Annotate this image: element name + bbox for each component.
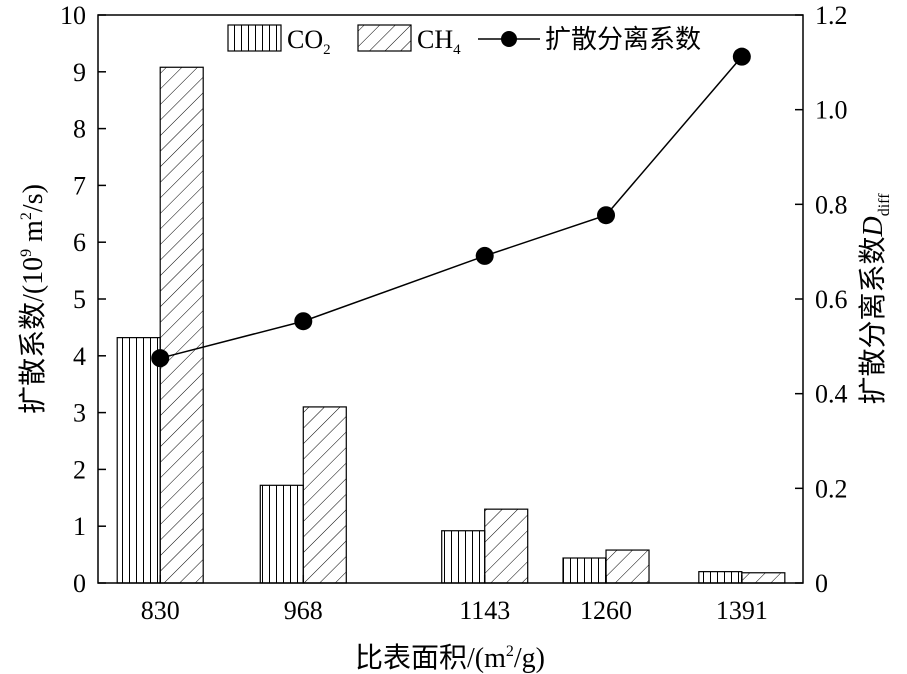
y-axis-left-title: 扩散系数/(109 m2/s) <box>17 184 49 414</box>
legend: CO2 CH4 扩散分离系数 <box>227 24 701 58</box>
y-left-tick-label: 4 <box>73 342 86 371</box>
y-left-tick-label: 3 <box>73 399 86 428</box>
legend-marker-sample <box>501 31 517 47</box>
point-separation-1391 <box>732 47 751 66</box>
y-right-tick-label: 0.4 <box>815 380 848 409</box>
y-left-tick-label: 10 <box>60 1 86 30</box>
y-right-tick-label: 0 <box>815 569 828 598</box>
bar-ch4-1143 <box>484 508 529 584</box>
x-tick-label: 1260 <box>580 596 632 625</box>
y-left-tick-label: 9 <box>73 58 86 87</box>
bar-ch4-830 <box>159 66 204 584</box>
bar-co2-1260 <box>562 557 607 584</box>
y-right-tick-label: 0.6 <box>815 285 848 314</box>
bars-group <box>116 66 786 584</box>
line-separation-coefficient <box>160 56 743 359</box>
y-right-tick-label: 0.2 <box>815 474 848 503</box>
legend-swatch-co2 <box>227 24 282 52</box>
y-left-tick-label: 5 <box>73 285 86 314</box>
y-left-tick-label: 1 <box>73 512 86 541</box>
point-separation-968 <box>294 312 313 331</box>
y-left-tick-label: 7 <box>73 171 86 200</box>
x-tick-label: 968 <box>284 596 323 625</box>
y-right-tick-label: 1.0 <box>815 96 848 125</box>
point-separation-1143 <box>475 246 494 265</box>
y-right-tick-label: 0.8 <box>815 190 848 219</box>
point-separation-830 <box>151 349 170 368</box>
y-left-tick-label: 0 <box>73 569 86 598</box>
bar-co2-968 <box>259 484 304 584</box>
legend-label-ch4: CH4 <box>417 25 461 58</box>
y-left-tick-label: 8 <box>73 115 86 144</box>
y-right-tick-label: 1.2 <box>815 1 848 30</box>
x-tick-label: 1143 <box>459 596 510 625</box>
legend-label-separation: 扩散分离系数 <box>545 25 701 54</box>
axes-group: 0 1 2 3 4 5 6 7 8 9 10 0 0.2 0.4 0.6 0.8 1.0 1.2 830 968 114… <box>60 1 848 625</box>
line-series-group <box>151 47 751 368</box>
x-axis-title: 比表面积/(m2/g) <box>355 642 545 674</box>
point-separation-1260 <box>597 206 616 225</box>
bar-ch4-1391 <box>741 572 786 584</box>
y-left-tick-label: 2 <box>73 455 86 484</box>
x-tick-label: 1391 <box>716 596 768 625</box>
bar-co2-1143 <box>441 530 486 584</box>
bar-co2-1391 <box>698 571 743 584</box>
bar-co2-830 <box>116 337 161 584</box>
bar-ch4-968 <box>302 406 347 584</box>
bar-ch4-1260 <box>605 549 650 584</box>
legend-swatch-ch4 <box>357 24 412 52</box>
x-tick-label: 830 <box>141 596 180 625</box>
y-left-tick-label: 6 <box>73 228 86 257</box>
y-axis-right-title: 扩散分离系数Ddiff <box>857 193 893 405</box>
legend-label-co2: CO2 <box>287 25 331 58</box>
